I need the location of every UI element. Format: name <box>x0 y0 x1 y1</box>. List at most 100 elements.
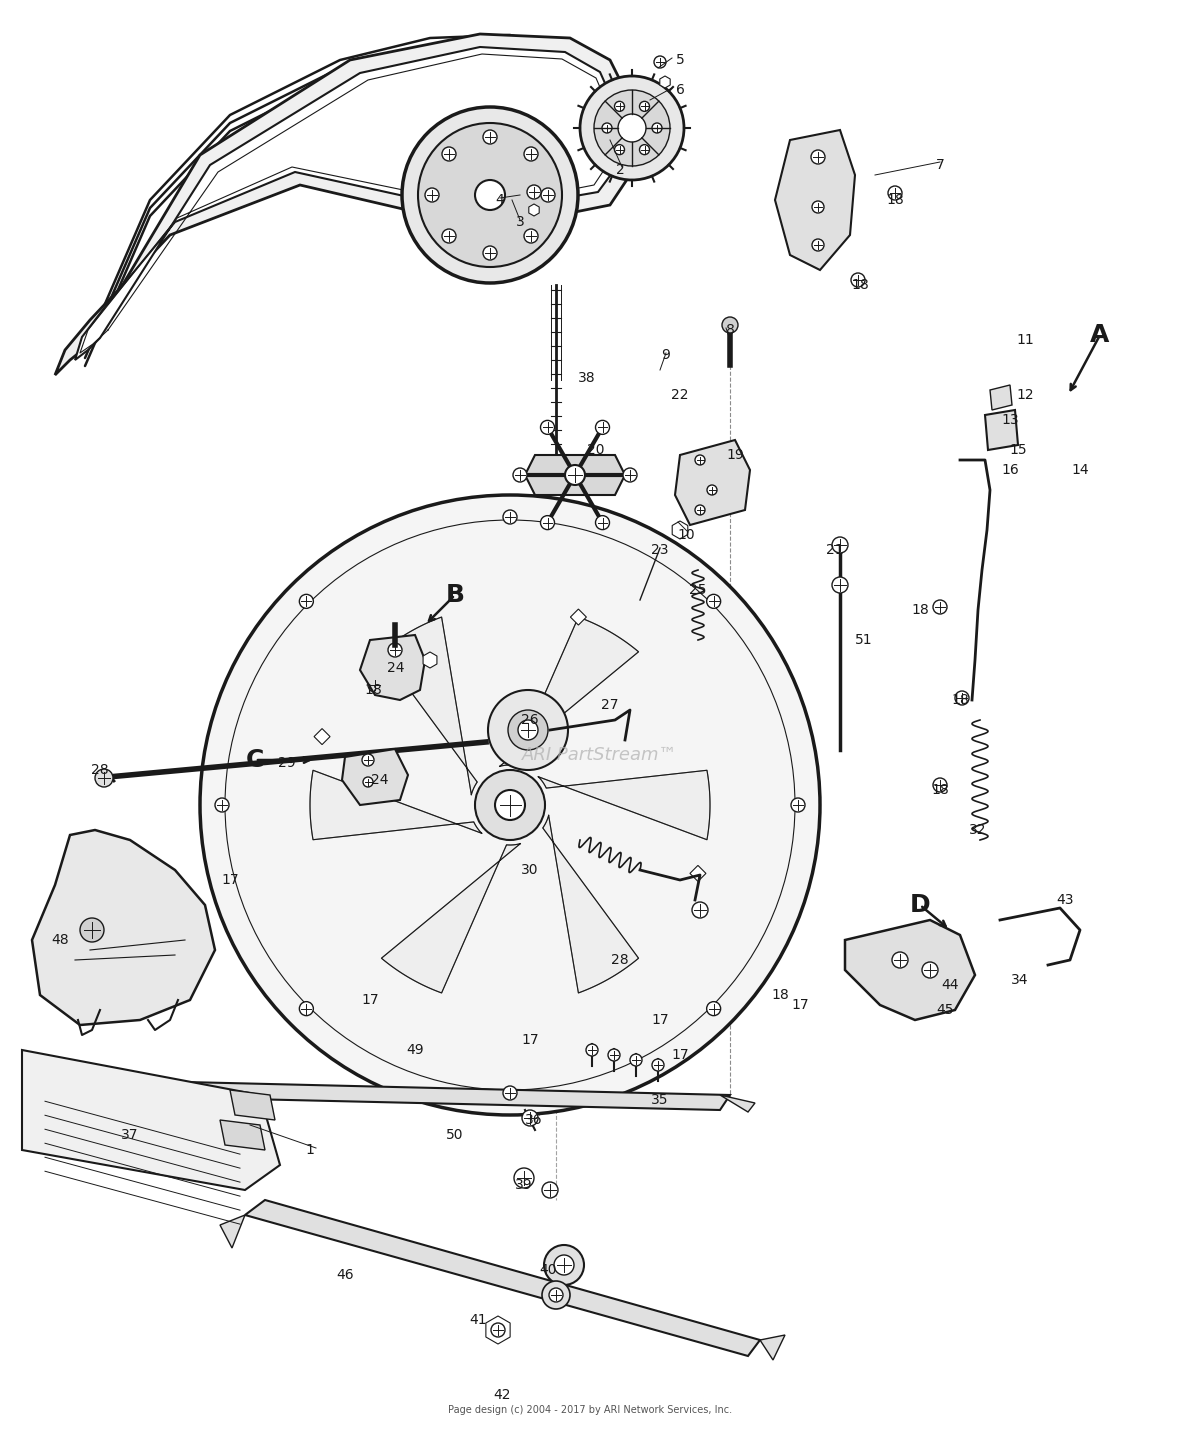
Polygon shape <box>486 1317 510 1344</box>
Text: 28: 28 <box>611 953 629 967</box>
Polygon shape <box>985 411 1018 449</box>
Text: 43: 43 <box>1056 893 1074 907</box>
Text: 18: 18 <box>851 278 868 292</box>
Circle shape <box>615 102 624 112</box>
Text: 12: 12 <box>1016 388 1034 402</box>
Text: 29: 29 <box>278 756 296 770</box>
Circle shape <box>476 180 505 210</box>
Circle shape <box>707 1002 721 1016</box>
Polygon shape <box>673 521 688 539</box>
Circle shape <box>494 790 525 820</box>
Circle shape <box>722 318 738 333</box>
Polygon shape <box>543 816 638 993</box>
Text: 18: 18 <box>931 783 949 797</box>
Circle shape <box>522 1110 538 1126</box>
Text: 13: 13 <box>1001 414 1018 426</box>
Circle shape <box>503 509 517 524</box>
Circle shape <box>442 147 455 162</box>
Text: 18: 18 <box>365 683 382 697</box>
Circle shape <box>653 123 662 133</box>
Circle shape <box>889 186 902 200</box>
Circle shape <box>933 778 948 791</box>
Polygon shape <box>219 1120 266 1151</box>
Text: 25: 25 <box>689 582 707 597</box>
Circle shape <box>368 678 382 693</box>
Circle shape <box>402 107 578 283</box>
Polygon shape <box>675 439 750 525</box>
Circle shape <box>540 421 555 435</box>
Text: 35: 35 <box>651 1093 669 1108</box>
Circle shape <box>811 150 825 165</box>
Text: 37: 37 <box>122 1128 139 1142</box>
Polygon shape <box>130 1082 160 1110</box>
Circle shape <box>199 495 820 1115</box>
Circle shape <box>362 754 374 766</box>
Polygon shape <box>381 844 520 993</box>
Text: 7: 7 <box>936 157 944 172</box>
Circle shape <box>615 145 624 155</box>
Circle shape <box>483 130 497 145</box>
Text: 16: 16 <box>1001 464 1018 477</box>
Circle shape <box>586 1045 598 1056</box>
Circle shape <box>513 468 527 482</box>
Circle shape <box>509 710 548 750</box>
Circle shape <box>933 600 948 614</box>
Text: A: A <box>1090 323 1109 346</box>
Text: 39: 39 <box>516 1178 533 1192</box>
Circle shape <box>503 1086 517 1100</box>
Circle shape <box>851 273 865 288</box>
Text: 17: 17 <box>671 1047 689 1062</box>
Polygon shape <box>424 653 437 668</box>
Circle shape <box>300 1002 314 1016</box>
Text: 2: 2 <box>616 163 624 177</box>
Polygon shape <box>32 830 215 1025</box>
Polygon shape <box>160 1082 730 1110</box>
Circle shape <box>418 123 562 268</box>
Text: 11: 11 <box>1016 333 1034 346</box>
Polygon shape <box>845 920 975 1020</box>
Circle shape <box>695 455 704 465</box>
Text: 18: 18 <box>771 987 789 1002</box>
Circle shape <box>215 798 229 811</box>
Circle shape <box>618 114 645 142</box>
Text: C: C <box>245 748 264 771</box>
Polygon shape <box>499 617 638 767</box>
Circle shape <box>363 777 373 787</box>
Circle shape <box>608 1049 620 1060</box>
Circle shape <box>630 1055 642 1066</box>
Circle shape <box>491 1324 505 1337</box>
Circle shape <box>524 147 538 162</box>
Text: 14: 14 <box>1071 464 1089 477</box>
Text: 48: 48 <box>51 933 68 947</box>
Circle shape <box>922 962 938 977</box>
Text: 17: 17 <box>651 1013 669 1027</box>
Text: 17: 17 <box>791 997 808 1012</box>
Polygon shape <box>775 130 855 270</box>
Text: 15: 15 <box>1009 444 1027 456</box>
Circle shape <box>623 468 637 482</box>
Text: 18: 18 <box>911 602 929 617</box>
Text: 4: 4 <box>496 193 504 207</box>
Circle shape <box>654 56 666 69</box>
Text: 17: 17 <box>361 993 379 1007</box>
Circle shape <box>483 246 497 260</box>
Polygon shape <box>381 617 477 794</box>
Text: 38: 38 <box>578 371 596 385</box>
Text: 51: 51 <box>856 633 873 647</box>
Text: 24: 24 <box>372 773 388 787</box>
Circle shape <box>695 505 704 515</box>
Text: 20: 20 <box>588 444 604 456</box>
Circle shape <box>442 229 455 243</box>
Text: 21: 21 <box>826 542 844 557</box>
Polygon shape <box>314 728 330 744</box>
Circle shape <box>514 1168 535 1188</box>
Text: 36: 36 <box>525 1113 543 1128</box>
Polygon shape <box>22 1050 280 1191</box>
Circle shape <box>300 594 314 608</box>
Circle shape <box>425 187 439 202</box>
Text: 46: 46 <box>336 1268 354 1282</box>
Text: 24: 24 <box>387 661 405 675</box>
Circle shape <box>565 465 585 485</box>
Text: 6: 6 <box>676 83 684 97</box>
Circle shape <box>832 577 848 592</box>
